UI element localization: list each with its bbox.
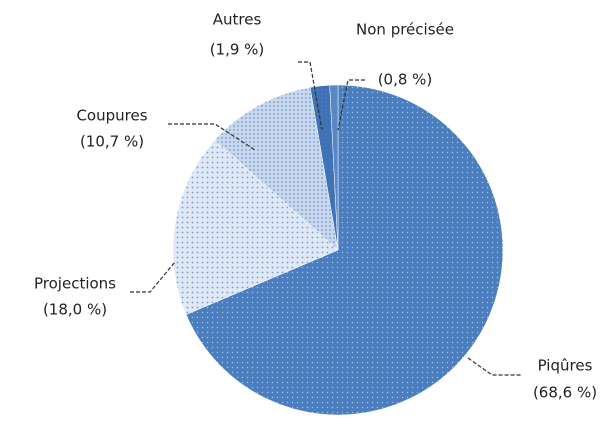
leader-line	[337, 79, 365, 131]
slice-label: Piqûres	[538, 357, 593, 375]
slice-label: Autres	[213, 11, 262, 29]
pie-slice	[329, 84, 339, 251]
pie-slice	[172, 139, 339, 315]
value-label: (0,8 %)	[378, 71, 433, 89]
value-label: (18,0 %)	[43, 301, 107, 319]
pie-slice	[185, 84, 504, 416]
value-label: (10,7 %)	[80, 133, 144, 151]
leader-line	[298, 61, 323, 131]
leader-line	[168, 123, 256, 151]
pie-slice	[214, 87, 339, 251]
leader-line	[130, 261, 176, 293]
slice-label: Non précisée	[356, 21, 454, 39]
leader-line	[467, 357, 522, 376]
slice-label: Coupures	[76, 107, 147, 125]
value-label: (68,6 %)	[533, 384, 597, 402]
value-label: (1,9 %)	[210, 41, 265, 59]
slice-label: Projections	[34, 275, 116, 293]
